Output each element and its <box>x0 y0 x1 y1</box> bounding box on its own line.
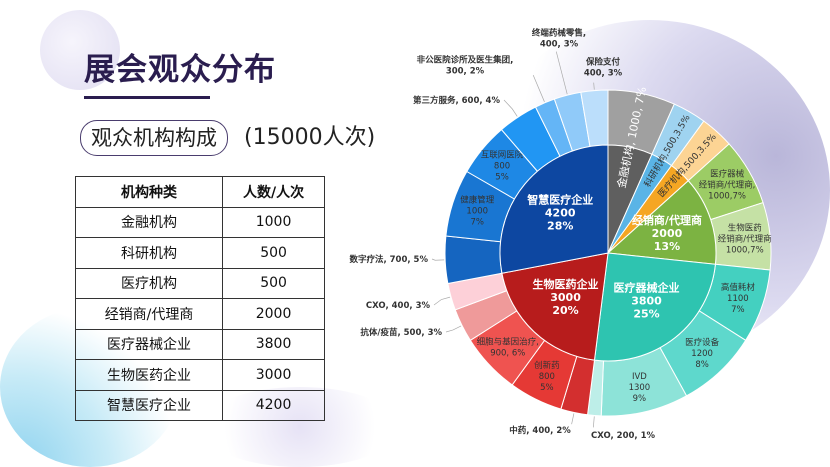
data-label: 互联网医院 800 5% <box>481 149 524 182</box>
leader-line <box>593 82 595 90</box>
data-label: IVD 1300 9% <box>629 371 651 403</box>
cell-category: 金融机构 <box>74 206 224 238</box>
cell-count: 2000 <box>222 298 325 330</box>
data-label: 健康管理 1000 7% <box>460 194 495 227</box>
data-label: CXO, 200, 1% <box>591 431 656 441</box>
data-label: 第三方服务, 600, 4% <box>413 95 501 106</box>
leader-line <box>503 99 518 117</box>
cell-count: 3800 <box>222 328 325 360</box>
inner-segment-3 <box>606 180 717 265</box>
table-row: 医疗机构 500 <box>74 267 325 299</box>
inner-segment-4 <box>593 252 716 362</box>
leader-line <box>571 413 575 425</box>
table-row: 经销商/代理商 2000 <box>74 298 325 330</box>
table-header: 机构种类 <box>74 176 224 208</box>
table-row: 生物医药企业 3000 <box>74 359 325 391</box>
page-title: 展会观众分布 <box>84 52 276 88</box>
data-label: 终端药械零售, 400, 3% <box>531 27 586 49</box>
data-label: 智慧医疗企业 4200 28% <box>527 192 593 232</box>
cell-count: 3000 <box>222 359 325 391</box>
subtitle-total: (15000人次) <box>244 125 376 150</box>
data-label: 细胞与基因治疗, 900, 6% <box>477 336 539 358</box>
data-label: 数字疗法, 700, 5% <box>349 254 428 265</box>
data-label: 经销商/代理商 2000 13% <box>632 213 702 253</box>
data-label: 医疗器械企业 3800 25% <box>614 281 680 321</box>
data-label: 高值耗材 1100 7% <box>721 282 756 315</box>
table-header-row: 机构种类 人数/人次 <box>74 176 325 208</box>
inner-segment-6 <box>499 144 609 274</box>
table-row: 科研机构 500 <box>74 237 325 269</box>
data-label: 非公医院诊所及医生集团, 300, 2% <box>417 54 514 76</box>
cell-count: 4200 <box>222 389 325 421</box>
data-label: CXO, 400, 3% <box>366 301 431 311</box>
audience-table: 机构种类 人数/人次 金融机构 1000 科研机构 500 医疗机构 500 经销商/代理商… <box>74 176 325 421</box>
leader-line <box>532 74 545 102</box>
data-label: 抗体/疫苗, 500, 3% <box>360 327 442 338</box>
table-header: 人数/人次 <box>222 176 325 208</box>
cell-category: 经销商/代理商 <box>74 298 224 330</box>
data-label: 生物医药经销商/代理商 1000,7% <box>718 222 772 255</box>
data-label: 医疗设备 1200 8% <box>685 337 720 370</box>
title-underline <box>84 96 210 99</box>
leader-line <box>593 416 595 428</box>
decorative-circle <box>40 10 120 90</box>
subtitle-badge: 观众机构构成 <box>80 120 228 156</box>
cell-category: 智慧医疗企业 <box>74 389 224 421</box>
data-label: 保险支付 400, 3% <box>584 56 623 78</box>
data-label: 中药, 400, 2% <box>509 425 571 436</box>
cell-count: 1000 <box>222 206 325 238</box>
leader-line <box>445 325 462 333</box>
data-label: 医疗器械经销商/代理商, 1000,7% <box>699 168 756 201</box>
leader-line <box>555 51 568 95</box>
table-row: 智慧医疗企业 4200 <box>74 389 325 421</box>
leader-line <box>433 296 451 306</box>
leader-line <box>431 258 445 261</box>
data-label: 生物医药企业 3000 20% <box>533 277 599 317</box>
inner-segment-5 <box>501 252 609 361</box>
data-label: 创新药 800 5% <box>534 360 560 393</box>
table-row: 金融机构 1000 <box>74 206 325 238</box>
